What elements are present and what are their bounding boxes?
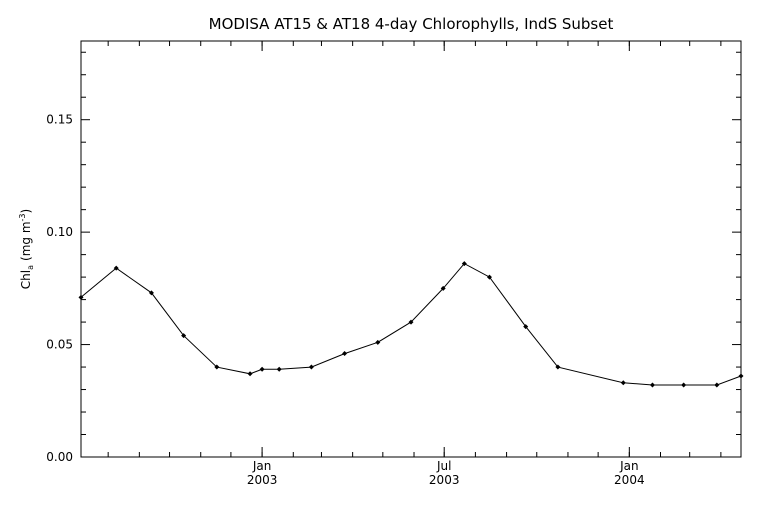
series-points xyxy=(78,261,744,388)
data-point xyxy=(555,364,561,370)
data-point xyxy=(259,366,265,372)
data-point xyxy=(247,371,253,377)
data-point xyxy=(342,351,348,357)
data-point xyxy=(523,324,529,330)
data-point xyxy=(78,294,84,300)
y-tick-label: 0.05 xyxy=(46,338,73,352)
series-line xyxy=(80,262,742,386)
data-point xyxy=(620,380,626,386)
data-point xyxy=(714,382,720,388)
data-point xyxy=(461,261,467,267)
y-axis-label: Chla (mg m-3) xyxy=(18,209,35,289)
data-point xyxy=(649,382,655,388)
y-tick-label: 0.10 xyxy=(46,225,73,239)
y-axis-label-close: ) xyxy=(19,209,33,214)
data-point xyxy=(181,333,187,339)
data-point xyxy=(113,265,119,271)
x-tick-label-year: 2004 xyxy=(614,473,645,487)
y-axis-label-units: (mg m xyxy=(19,221,33,261)
plot-frame xyxy=(80,40,742,458)
x-tick-label-year: 2003 xyxy=(429,473,460,487)
data-point xyxy=(486,274,492,280)
y-tick-label: 0.00 xyxy=(46,450,73,464)
data-point xyxy=(738,373,744,379)
x-tick-label-month: Jul xyxy=(436,459,451,473)
chart-title: MODISA AT15 & AT18 4-day Chlorophylls, I… xyxy=(209,15,614,33)
y-tick-label: 0.15 xyxy=(46,113,73,127)
x-tick-label-month: Jan xyxy=(252,459,272,473)
data-point xyxy=(681,382,687,388)
data-point xyxy=(214,364,220,370)
y-axis: 0.00 0.05 0.10 0.15 xyxy=(46,51,741,464)
data-point xyxy=(408,319,414,325)
y-axis-label-subscript: a xyxy=(26,265,35,270)
x-tick-label-year: 2003 xyxy=(247,473,278,487)
data-point xyxy=(375,339,381,345)
data-point xyxy=(308,364,314,370)
y-axis-label-superscript: -3 xyxy=(18,213,27,221)
data-point xyxy=(276,366,282,372)
data-point xyxy=(440,285,446,291)
y-axis-label-main: Chl xyxy=(19,270,33,289)
x-tick-label-month: Jan xyxy=(619,459,639,473)
data-point xyxy=(148,290,154,296)
